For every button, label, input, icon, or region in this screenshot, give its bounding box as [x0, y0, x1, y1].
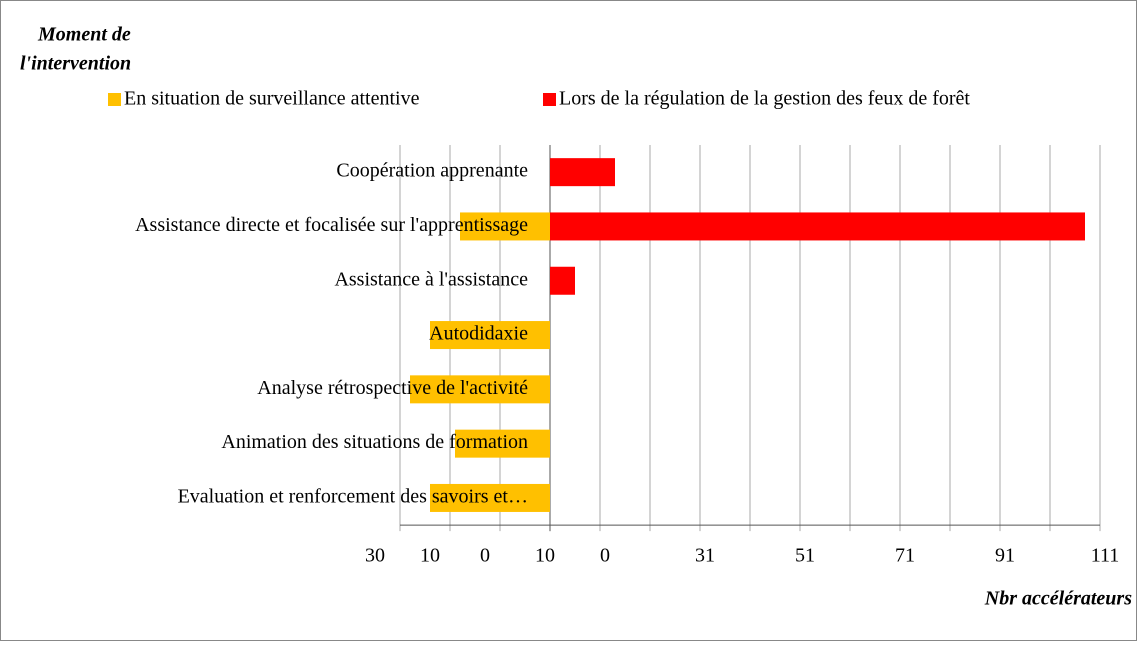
x-tick-label: 0	[480, 545, 490, 567]
category-label: Assistance à l'assistance	[334, 268, 528, 290]
x-tick-label: 10	[420, 545, 440, 567]
bar	[410, 375, 550, 404]
category-label: Coopération apprenante	[336, 160, 528, 182]
category-label: Evaluation et renforcement des savoirs e…	[178, 486, 528, 508]
x-tick-label: 30	[365, 545, 385, 567]
bar	[550, 266, 575, 295]
legend-swatch	[108, 93, 121, 106]
bar	[460, 212, 550, 241]
x-tick-label: 0	[600, 545, 610, 567]
bar	[550, 212, 1085, 241]
category-label: Analyse rétrospective de l'activité	[257, 377, 528, 399]
x-tick-label: 10	[535, 545, 555, 567]
legend-label: Lors de la régulation de la gestion des …	[559, 88, 970, 110]
bar	[430, 483, 550, 512]
category-label: Autodidaxie	[429, 323, 528, 345]
x-tick-label: 71	[895, 545, 915, 567]
x-tick-label: 111	[1091, 545, 1120, 567]
legend-swatch	[543, 93, 556, 106]
bar	[455, 429, 550, 458]
bar	[430, 321, 550, 350]
x-tick-label: 91	[995, 545, 1015, 567]
bar	[550, 158, 615, 187]
legend-label: En situation de surveillance attentive	[124, 88, 420, 110]
x-tick-label: 31	[695, 545, 715, 567]
x-axis-label: Nbr accélérateurs	[984, 588, 1132, 610]
x-tick-label: 51	[795, 545, 815, 567]
category-label: Assistance directe et focalisée sur l'ap…	[135, 214, 528, 236]
category-label: Animation des situations de formation	[221, 431, 528, 453]
legend-title: l'intervention	[20, 53, 131, 75]
legend-title: Moment de	[37, 24, 131, 46]
